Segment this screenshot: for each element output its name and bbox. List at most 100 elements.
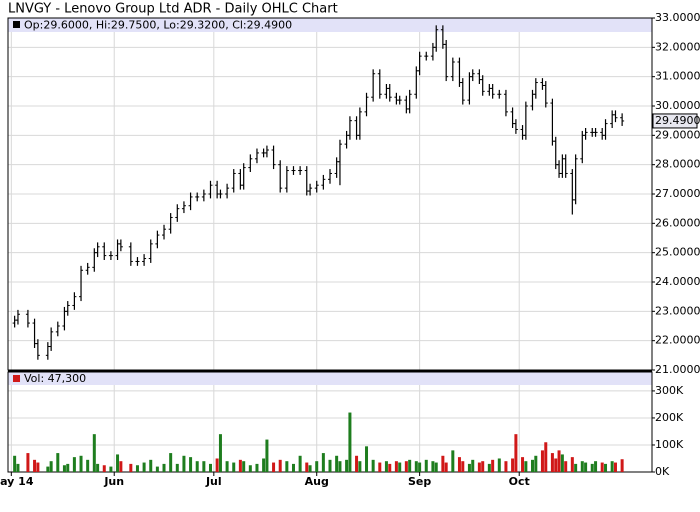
price-legend-band xyxy=(8,18,652,32)
chart-title: LNVGY - Lenovo Group Ltd ADR - Daily OHL… xyxy=(8,2,338,17)
volume-bar xyxy=(404,461,408,472)
volume-bar xyxy=(471,459,475,472)
volume-bar xyxy=(384,461,388,472)
x-tick-label: Aug xyxy=(305,475,329,488)
volume-bar xyxy=(116,454,120,472)
y-tick-label: 23.0000 xyxy=(655,304,700,317)
y-tick-label: 26.0000 xyxy=(655,216,700,229)
x-tick-label: Jul xyxy=(205,475,222,488)
volume-bar xyxy=(481,461,485,472)
volume-bar xyxy=(119,461,123,472)
volume-bar xyxy=(129,463,133,472)
volume-bar xyxy=(414,461,418,472)
volume-bar xyxy=(424,459,428,472)
volume-bar xyxy=(86,459,90,472)
volume-bar xyxy=(265,439,269,472)
volume-bar xyxy=(62,465,66,472)
volume-bar xyxy=(570,457,574,472)
y-tick-label: 28.0000 xyxy=(655,158,700,171)
volume-bar xyxy=(26,453,30,472)
volume-bar xyxy=(315,461,319,472)
volume-bar xyxy=(431,461,435,472)
volume-bar xyxy=(149,459,153,472)
volume-bar xyxy=(441,455,445,472)
volume-bar xyxy=(305,462,309,472)
volume-bar xyxy=(590,463,594,472)
volume-bar xyxy=(278,459,282,472)
volume-bar xyxy=(557,450,561,472)
volume-bar xyxy=(544,442,548,472)
volume-bar xyxy=(554,458,558,472)
volume-bar xyxy=(345,459,349,472)
y-tick-label: 33.0000 xyxy=(655,11,700,24)
y-tick-label: 31.0000 xyxy=(655,70,700,83)
volume-bar xyxy=(96,463,100,472)
volume-bar xyxy=(388,463,392,472)
volume-legend-swatch xyxy=(13,375,20,382)
volume-bar xyxy=(584,462,588,472)
y-tick-label: 100K xyxy=(655,438,684,451)
volume-bar xyxy=(285,461,289,472)
volume-bar xyxy=(262,458,266,472)
volume-bar xyxy=(202,461,206,472)
volume-bar xyxy=(335,455,339,472)
volume-bar xyxy=(467,463,471,472)
volume-bar xyxy=(560,454,564,472)
y-tick-label: 27.0000 xyxy=(655,187,700,200)
volume-bar xyxy=(56,453,60,472)
volume-bar xyxy=(215,458,219,472)
volume-bar xyxy=(394,461,398,472)
x-tick-label: May 14 xyxy=(0,475,34,488)
volume-bar xyxy=(398,462,402,472)
volume-bar xyxy=(291,463,295,472)
volume-bar xyxy=(169,453,173,472)
volume-bar xyxy=(408,459,412,472)
volume-bar xyxy=(49,461,53,472)
volume-bar xyxy=(564,461,568,472)
y-tick-label: 21.0000 xyxy=(655,363,700,376)
volume-bar xyxy=(321,453,325,472)
volume-bar xyxy=(175,463,179,472)
volume-bar xyxy=(365,446,369,472)
y-tick-label: 22.0000 xyxy=(655,334,700,347)
volume-bar xyxy=(550,453,554,472)
y-tick-label: 24.0000 xyxy=(655,275,700,288)
volume-bar xyxy=(225,461,229,472)
volume-bar xyxy=(16,463,20,472)
volume-bar xyxy=(298,455,302,472)
y-tick-label: 25.0000 xyxy=(655,246,700,259)
volume-bar xyxy=(600,462,604,472)
volume-bar xyxy=(248,465,252,472)
volume-bar xyxy=(487,463,491,472)
volume-bar xyxy=(238,459,242,472)
volume-bar xyxy=(457,457,461,472)
x-tick-label: Jun xyxy=(103,475,124,488)
volume-bar xyxy=(135,465,139,472)
volume-bar xyxy=(355,455,359,472)
volume-bar xyxy=(511,458,515,472)
volume-bar xyxy=(461,461,465,472)
volume-bar xyxy=(497,458,501,472)
volume-bar xyxy=(218,434,222,472)
volume-bar xyxy=(189,457,193,472)
y-tick-label: 300K xyxy=(655,384,684,397)
volume-bar xyxy=(371,459,375,472)
volume-legend-band xyxy=(8,372,652,385)
volume-bar xyxy=(195,461,199,472)
volume-bar xyxy=(308,465,312,472)
volume-bar xyxy=(514,434,518,472)
volume-legend: Vol: 47,300 xyxy=(24,372,86,385)
volume-bar xyxy=(378,462,382,472)
price-legend-swatch xyxy=(13,21,20,28)
volume-bar xyxy=(610,461,614,472)
x-tick-label: Sep xyxy=(408,475,431,488)
volume-bar xyxy=(418,462,422,472)
y-tick-label: 29.0000 xyxy=(655,128,700,141)
volume-bar xyxy=(444,462,448,472)
volume-bar xyxy=(620,459,624,472)
volume-bar xyxy=(434,462,438,472)
volume-bar xyxy=(574,463,578,472)
volume-bar xyxy=(540,450,544,472)
last-price-label: 29.4900 xyxy=(655,114,700,127)
